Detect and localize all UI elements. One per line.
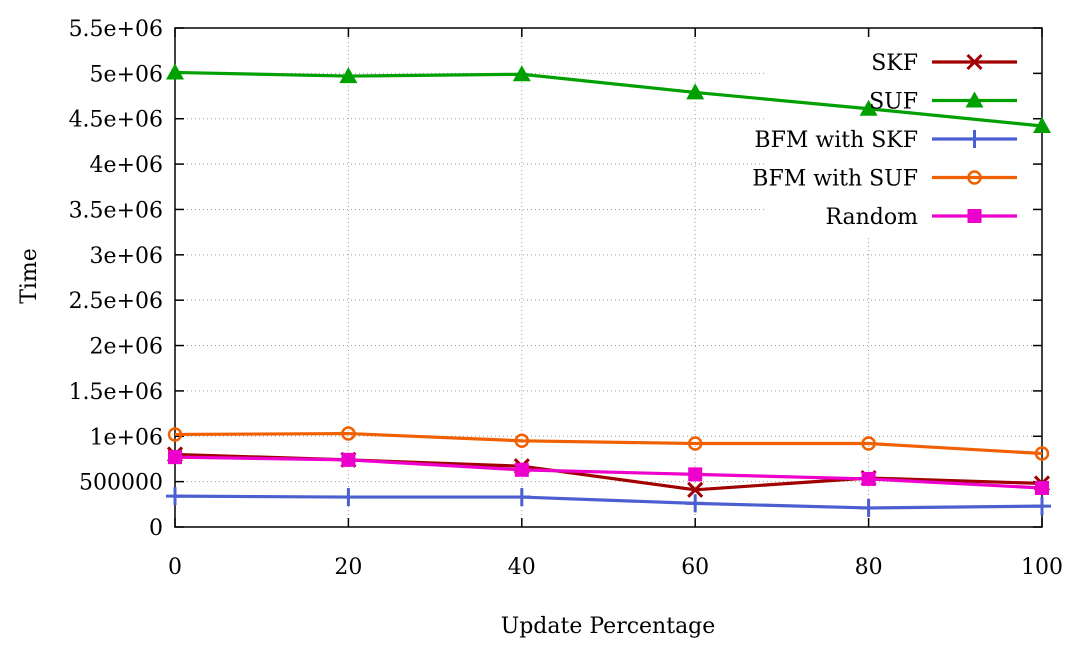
legend-label: Random [825, 205, 918, 230]
y-tick-label: 500000 [79, 471, 163, 496]
legend-label: BFM with SKF [754, 128, 918, 153]
data-point [339, 488, 358, 507]
data-point [514, 462, 529, 477]
legend-entry: SKF [871, 51, 1017, 76]
y-axis-ticks: 0 500000 1e+06 1.5e+06 2e+06 2.5e+06 3e+06 3.5e… [69, 17, 1042, 541]
data-point [688, 467, 703, 482]
series-suf [166, 63, 1051, 133]
series-line [174, 455, 1043, 490]
data-point [512, 488, 531, 507]
legend-label: SUF [869, 90, 918, 115]
legend-marker [966, 53, 983, 71]
y-tick-label: 4.5e+06 [69, 108, 163, 133]
legend: SKF SUF BFM with SKF BFM with SUF Random [752, 51, 1017, 230]
data-point [168, 450, 182, 465]
data-point [1035, 480, 1049, 495]
legend-entry: Random [825, 205, 1017, 230]
data-point [859, 99, 878, 116]
series-line [174, 431, 1043, 456]
legend-entry: SUF [869, 90, 1017, 115]
x-tick-label: 80 [855, 555, 883, 580]
series-line [174, 494, 1043, 510]
data-point [859, 498, 878, 517]
x-axis-ticks: 0 20 40 60 80 100 [168, 28, 1063, 580]
data-point [687, 436, 703, 451]
plot-frame [174, 27, 1043, 528]
data-point [166, 487, 184, 506]
y-tick-label: 0 [149, 516, 163, 541]
data-point [687, 481, 704, 498]
data-point [686, 83, 705, 100]
y-tick-label: 4e+06 [90, 153, 163, 178]
y-tick-label: 1.5e+06 [69, 380, 163, 405]
y-tick-label: 2.5e+06 [69, 289, 163, 314]
y-tick-label: 1e+06 [90, 425, 163, 450]
series-bfm-with-suf [167, 426, 1050, 461]
y-tick-label: 2e+06 [90, 335, 163, 360]
data-point [861, 436, 876, 451]
legend-marker [965, 91, 984, 108]
data-point [686, 494, 705, 513]
data-point [341, 426, 356, 441]
y-tick-label: 5.5e+06 [69, 17, 163, 42]
series-bfm-with-skf [166, 487, 1051, 517]
legend-marker [967, 209, 982, 223]
legend-entry: BFM with SUF [752, 167, 1017, 192]
legend-label: BFM with SUF [752, 167, 918, 192]
x-axis-title: Update Percentage [501, 614, 716, 639]
series-layer [166, 63, 1051, 517]
data-point [1033, 497, 1051, 516]
y-tick-label: 3.5e+06 [69, 198, 163, 223]
data-point [167, 427, 183, 442]
x-tick-label: 0 [168, 555, 182, 580]
data-point [512, 65, 531, 82]
legend-entry: BFM with SKF [754, 128, 1017, 153]
marker-stroke [687, 481, 704, 498]
x-tick-label: 100 [1021, 555, 1063, 580]
data-point [514, 433, 530, 449]
y-tick-label: 3e+06 [90, 244, 163, 269]
y-axis-title: Time [17, 248, 42, 304]
data-point [166, 63, 184, 80]
legend-marker [965, 130, 984, 148]
series-random [168, 450, 1049, 495]
data-point [1034, 446, 1050, 461]
x-tick-label: 40 [508, 555, 536, 580]
legend-marker [967, 170, 982, 185]
axes [174, 27, 1043, 528]
data-point [861, 471, 876, 486]
marker-stroke [966, 53, 983, 71]
data-point [341, 452, 356, 467]
series-line [174, 70, 1043, 128]
x-tick-label: 60 [681, 555, 709, 580]
x-tick-label: 20 [334, 555, 362, 580]
data-point [1033, 116, 1051, 133]
y-tick-label: 5e+06 [90, 62, 163, 87]
data-point [339, 67, 358, 84]
legend-label: SKF [871, 51, 918, 76]
